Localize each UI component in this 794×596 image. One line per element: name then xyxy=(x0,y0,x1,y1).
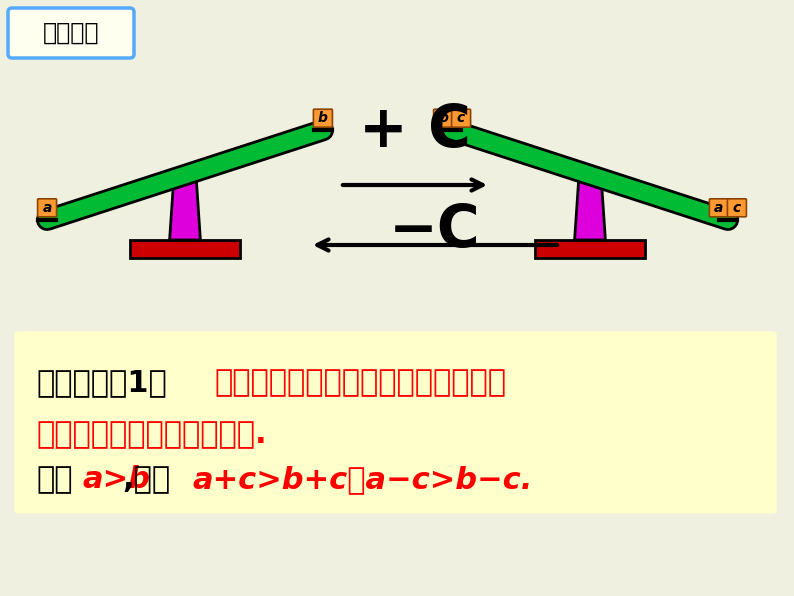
FancyBboxPatch shape xyxy=(709,199,728,217)
Bar xyxy=(535,240,645,258)
Text: 式子），不等号的方向不变.: 式子），不等号的方向不变. xyxy=(36,421,267,449)
Text: c: c xyxy=(733,201,741,215)
FancyBboxPatch shape xyxy=(37,199,56,217)
Text: b: b xyxy=(438,111,448,125)
FancyBboxPatch shape xyxy=(727,199,746,217)
Text: c: c xyxy=(457,111,465,125)
FancyBboxPatch shape xyxy=(8,8,134,58)
Text: a: a xyxy=(42,201,52,215)
Polygon shape xyxy=(575,175,605,240)
Text: 如果: 如果 xyxy=(36,465,72,495)
Text: a+c>b+c，a−c>b−c.: a+c>b+c，a−c>b−c. xyxy=(192,465,532,495)
Text: a>b: a>b xyxy=(82,465,150,495)
Text: b: b xyxy=(318,111,328,125)
Bar xyxy=(130,240,240,258)
Text: + C: + C xyxy=(359,101,471,159)
FancyBboxPatch shape xyxy=(434,109,453,127)
Text: ,那么: ,那么 xyxy=(122,465,170,495)
Text: a: a xyxy=(715,201,723,215)
Polygon shape xyxy=(170,175,200,240)
FancyBboxPatch shape xyxy=(452,109,471,127)
Text: 归纳总结: 归纳总结 xyxy=(43,21,99,45)
Text: 不等式性质1：: 不等式性质1： xyxy=(36,368,167,398)
FancyBboxPatch shape xyxy=(15,332,776,513)
FancyBboxPatch shape xyxy=(314,109,333,127)
Text: 不等式两边加（或减）同一个数（或: 不等式两边加（或减）同一个数（或 xyxy=(214,368,506,398)
Text: −C: −C xyxy=(389,201,481,259)
